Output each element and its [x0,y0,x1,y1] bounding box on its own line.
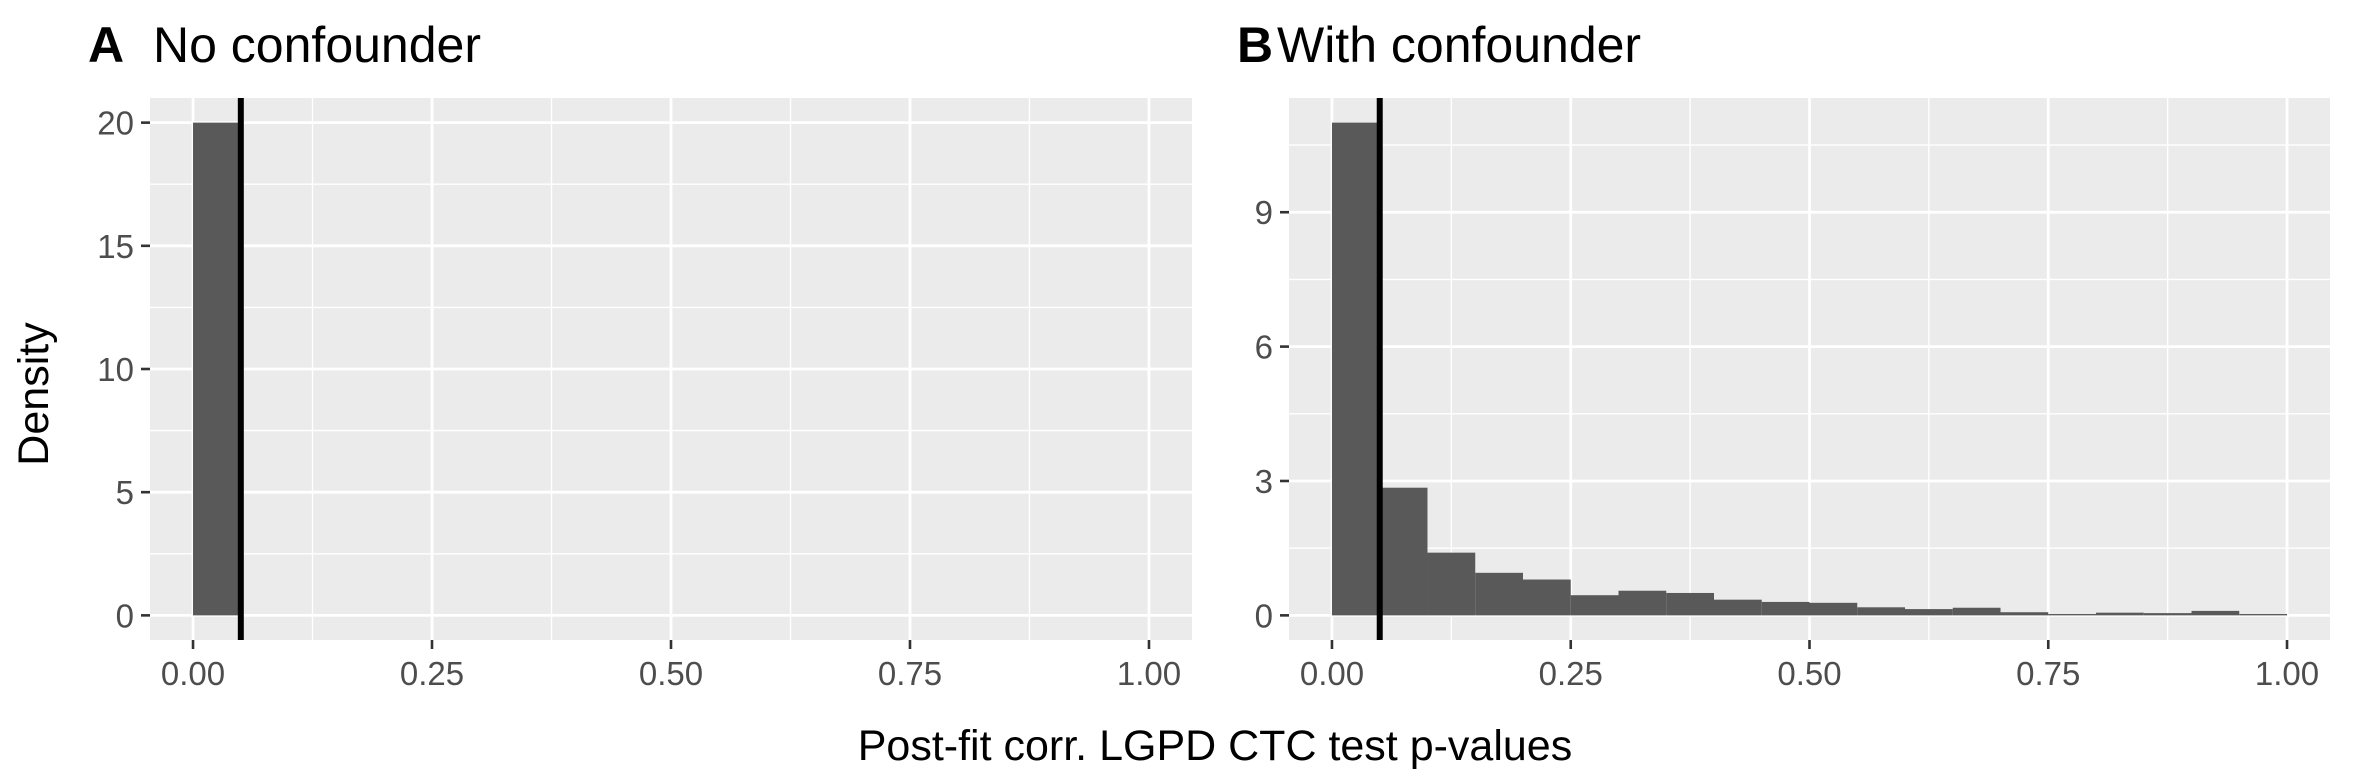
histogram-bar [1570,595,1619,616]
histogram-bar [1713,599,1762,616]
x-axis-title: Post-fit corr. LGPD CTC test p-values [858,722,1572,770]
histogram-bar [2048,614,2097,616]
histogram-bar [2191,610,2240,616]
x-tick-label: 0.50 [639,655,703,692]
y-tick-label: 0 [1255,597,1273,634]
y-tick-label: 3 [1255,463,1273,500]
x-tick-label: 0.00 [161,655,225,692]
panel-a: 0.00 0.25 0.50 0.75 1.00 0 5 10 15 20 A No confound… [88,17,1192,692]
panel-b: 0.00 0.25 0.50 0.75 1.00 0 3 6 9 B With confounder [1237,17,2330,692]
y-tick-label: 0 [116,597,134,634]
histogram-bar [1857,607,1906,616]
histogram-bar [2000,612,2049,616]
histogram-bar [1666,592,1714,616]
x-tick-label: 0.25 [400,655,464,692]
histogram-bar [1761,601,1810,616]
histogram-bar [1427,552,1476,616]
y-axis-title: Density [10,322,58,466]
histogram-bar [1522,579,1571,616]
x-tick-label: 0.00 [1300,655,1364,692]
histogram-bar [1475,572,1523,616]
y-tick-label: 10 [97,351,134,388]
x-tick-label: 1.00 [1117,655,1181,692]
panel-letter: B [1237,17,1273,73]
histogram-bar [1379,487,1428,616]
histogram-bar [1905,609,1953,616]
y-tick-label: 20 [97,105,134,142]
histogram-bar [1618,590,1667,616]
histogram-bar [2239,614,2288,616]
panel-title: With confounder [1277,17,1641,73]
y-tick-label: 15 [97,228,134,265]
histogram-bar [2096,612,2144,616]
x-tick-label: 0.25 [1539,655,1603,692]
histogram-bar [1952,607,2001,616]
y-tick-label: 5 [116,474,134,511]
histogram-bar [1331,122,1380,616]
x-tick-label: 0.75 [2016,655,2080,692]
y-tick-label: 9 [1255,194,1273,231]
histogram-bar [2143,613,2192,616]
x-tick-label: 0.50 [1777,655,1841,692]
panel-letter: A [88,17,124,73]
x-tick-label: 1.00 [2255,655,2319,692]
histogram-bar [1809,602,1858,616]
y-tick-label: 6 [1255,329,1273,366]
panel-title: No confounder [153,17,481,73]
x-tick-label: 0.75 [878,655,942,692]
histogram-bar [193,122,241,616]
